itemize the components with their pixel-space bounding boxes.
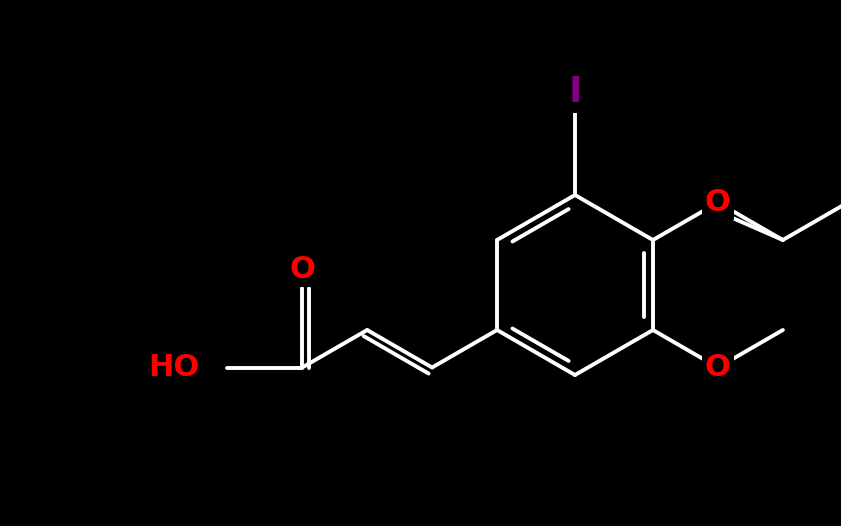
Text: O: O: [705, 188, 731, 217]
Text: I: I: [569, 75, 582, 109]
Text: O: O: [289, 255, 315, 284]
Text: O: O: [705, 353, 731, 382]
Text: HO: HO: [148, 353, 199, 382]
